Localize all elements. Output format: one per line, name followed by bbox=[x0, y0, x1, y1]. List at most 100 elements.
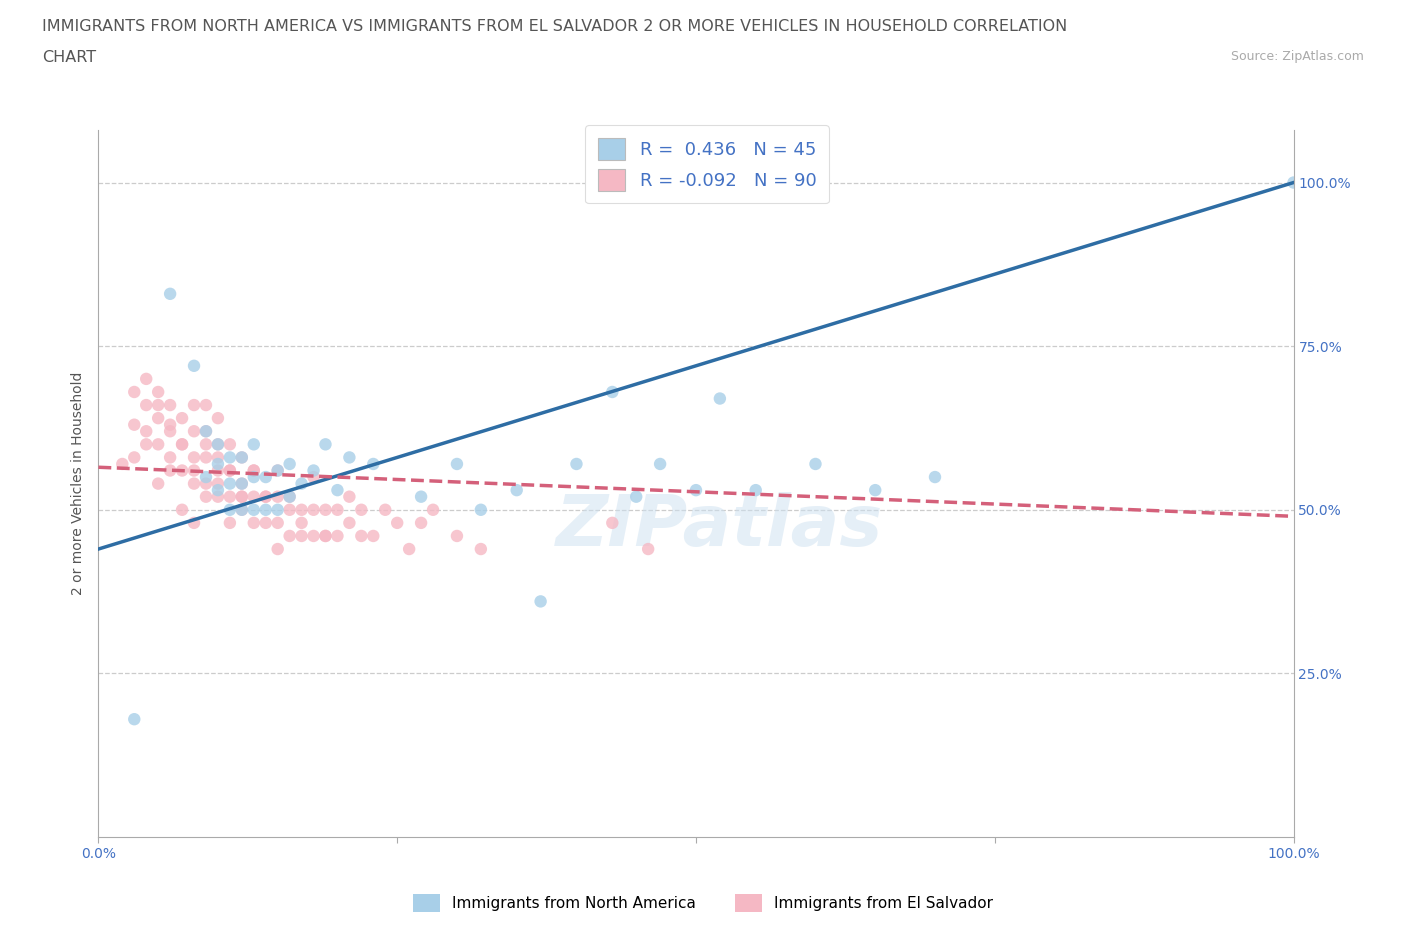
Point bbox=[254, 489, 277, 504]
Legend: Immigrants from North America, Immigrants from El Salvador: Immigrants from North America, Immigrant… bbox=[406, 888, 1000, 918]
Point bbox=[291, 476, 314, 491]
Point bbox=[422, 502, 444, 517]
Point bbox=[278, 502, 301, 517]
Point bbox=[183, 358, 205, 373]
Point bbox=[863, 483, 887, 498]
Point bbox=[148, 411, 170, 426]
Point bbox=[159, 286, 181, 301]
Point bbox=[219, 437, 242, 452]
Text: CHART: CHART bbox=[42, 50, 96, 65]
Point bbox=[411, 515, 433, 530]
Point bbox=[231, 502, 253, 517]
Point bbox=[231, 489, 253, 504]
Point bbox=[183, 398, 205, 413]
Point bbox=[745, 483, 768, 498]
Point bbox=[1282, 175, 1305, 190]
Point bbox=[207, 437, 229, 452]
Point bbox=[183, 424, 205, 439]
Point bbox=[291, 515, 314, 530]
Point bbox=[183, 450, 205, 465]
Point bbox=[565, 457, 588, 472]
Point bbox=[411, 489, 433, 504]
Point bbox=[267, 489, 290, 504]
Point bbox=[267, 463, 290, 478]
Point bbox=[207, 476, 229, 491]
Point bbox=[470, 502, 492, 517]
Point bbox=[602, 384, 624, 399]
Point bbox=[315, 528, 337, 543]
Point bbox=[924, 470, 946, 485]
Point bbox=[231, 502, 253, 517]
Point bbox=[278, 489, 301, 504]
Point bbox=[231, 489, 253, 504]
Point bbox=[207, 483, 229, 498]
Text: IMMIGRANTS FROM NORTH AMERICA VS IMMIGRANTS FROM EL SALVADOR 2 OR MORE VEHICLES : IMMIGRANTS FROM NORTH AMERICA VS IMMIGRA… bbox=[42, 19, 1067, 33]
Text: Source: ZipAtlas.com: Source: ZipAtlas.com bbox=[1230, 50, 1364, 63]
Point bbox=[243, 463, 266, 478]
Point bbox=[231, 476, 253, 491]
Point bbox=[278, 528, 301, 543]
Point bbox=[231, 450, 253, 465]
Point bbox=[172, 437, 194, 452]
Point bbox=[278, 489, 301, 504]
Point bbox=[637, 541, 659, 556]
Point bbox=[159, 418, 181, 432]
Text: ZIPatlas: ZIPatlas bbox=[557, 492, 883, 561]
Point bbox=[124, 711, 146, 726]
Point bbox=[278, 457, 301, 472]
Point bbox=[124, 418, 146, 432]
Point bbox=[339, 515, 360, 530]
Point bbox=[446, 457, 468, 472]
Point bbox=[207, 489, 229, 504]
Point bbox=[172, 502, 194, 517]
Point bbox=[470, 541, 492, 556]
Point bbox=[219, 463, 242, 478]
Point bbox=[326, 502, 349, 517]
Point bbox=[172, 411, 194, 426]
Point bbox=[148, 398, 170, 413]
Point bbox=[291, 502, 314, 517]
Point bbox=[302, 463, 325, 478]
Point bbox=[626, 489, 648, 504]
Point bbox=[291, 528, 314, 543]
Point bbox=[194, 424, 218, 439]
Point bbox=[231, 450, 253, 465]
Point bbox=[159, 463, 181, 478]
Point bbox=[385, 515, 409, 530]
Point bbox=[207, 463, 229, 478]
Point bbox=[267, 541, 290, 556]
Point bbox=[148, 476, 170, 491]
Point bbox=[135, 371, 157, 386]
Point bbox=[243, 515, 266, 530]
Point bbox=[302, 528, 325, 543]
Point bbox=[398, 541, 420, 556]
Point bbox=[194, 450, 218, 465]
Point bbox=[183, 463, 205, 478]
Point bbox=[339, 489, 360, 504]
Point bbox=[326, 483, 349, 498]
Point bbox=[243, 489, 266, 504]
Point bbox=[339, 450, 360, 465]
Legend: R =  0.436   N = 45, R = -0.092   N = 90: R = 0.436 N = 45, R = -0.092 N = 90 bbox=[585, 126, 830, 204]
Point bbox=[207, 437, 229, 452]
Point bbox=[267, 515, 290, 530]
Point bbox=[207, 450, 229, 465]
Point bbox=[254, 489, 277, 504]
Point bbox=[135, 398, 157, 413]
Point bbox=[194, 476, 218, 491]
Point bbox=[254, 470, 277, 485]
Point bbox=[183, 515, 205, 530]
Point bbox=[111, 457, 134, 472]
Point bbox=[302, 470, 325, 485]
Point bbox=[194, 470, 218, 485]
Point bbox=[315, 528, 337, 543]
Point bbox=[350, 502, 373, 517]
Point bbox=[529, 594, 551, 609]
Point bbox=[315, 437, 337, 452]
Point bbox=[219, 450, 242, 465]
Point bbox=[194, 437, 218, 452]
Point bbox=[648, 457, 672, 472]
Point bbox=[124, 450, 146, 465]
Point bbox=[243, 463, 266, 478]
Point bbox=[302, 502, 325, 517]
